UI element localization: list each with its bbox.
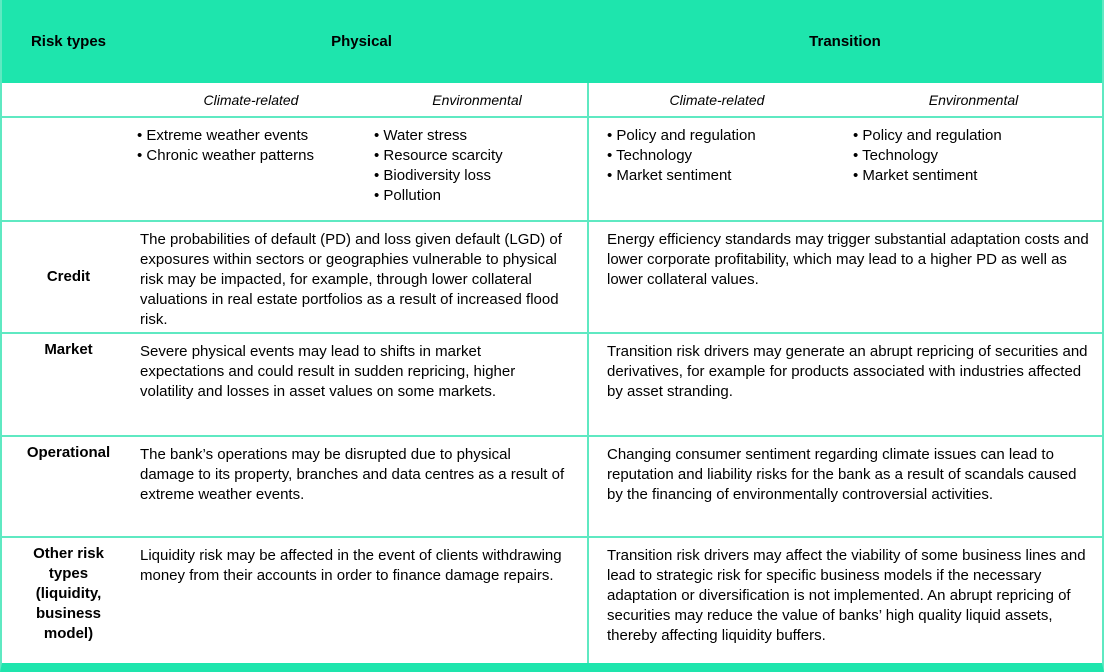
bullet-item: • Pollution <box>374 187 441 205</box>
table-row-credit: Credit The probabilities of default (PD)… <box>2 220 1102 333</box>
cell-operational-transition: Changing consumer sentiment regarding cl… <box>607 446 1077 504</box>
cell-credit-physical: The probabilities of default (PD) and lo… <box>135 220 589 333</box>
bullet-item: • Policy and regulation <box>607 127 756 145</box>
cell-other-transition: Transition risk drivers may affect the v… <box>607 546 1086 644</box>
cell-other-physical: Liquidity risk may be affected in the ev… <box>135 536 589 663</box>
cell-credit-transition: Energy efficiency standards may trigger … <box>607 230 1089 288</box>
row-label-market: Market <box>44 340 93 358</box>
subheader-transition-climate: Climate-related <box>669 91 765 108</box>
cell-operational-physical: The bank’s operations may be disrupted d… <box>135 436 589 537</box>
table-row-operational: Operational The bank’s operations may be… <box>2 436 1102 537</box>
bullet-item: • Water stress <box>374 127 468 145</box>
table-header-row: Risk types Physical Transition <box>2 0 1102 84</box>
drivers-physical-climate: • Extreme weather events • Chronic weathe… <box>135 117 367 220</box>
subheader-spacer <box>2 83 135 117</box>
subheader-physical-environmental: Environmental <box>367 83 589 118</box>
table-row-other-risk-types: Other risk types (liquidity, business mo… <box>2 536 1102 663</box>
drivers-physical-environmental: • Water stress • Resource scarcity • Biodi… <box>367 117 589 221</box>
table-subheader-row: Climate-related Environmental Climate-re… <box>2 83 1102 118</box>
drivers-row: • Extreme weather events • Chronic weathe… <box>2 117 1102 221</box>
bullet-item: • Extreme weather events <box>137 127 309 145</box>
bullet-item: • Technology <box>853 147 939 165</box>
cell-market-physical: Severe physical events may lead to shift… <box>135 332 589 437</box>
table-row-market: Market Severe physical events may lead t… <box>2 332 1102 437</box>
bullet-item: • Resource scarcity <box>374 147 503 165</box>
row-label-operational: Operational <box>26 444 111 462</box>
bullet-item: • Market sentiment <box>607 167 732 185</box>
bullet-item: • Technology <box>607 147 693 165</box>
bullet-item: • Biodiversity loss <box>374 167 491 185</box>
drivers-transition-climate: • Policy and regulation • Technology • Mar… <box>588 117 845 220</box>
subheader-physical-climate: Climate-related <box>203 91 299 108</box>
subheader-transition-environmental: Environmental <box>928 91 1019 108</box>
header-transition: Transition <box>809 33 881 51</box>
header-risk-types: Risk types <box>30 33 107 51</box>
drivers-transition-environmental: • Policy and regulation • Technology • Mar… <box>845 117 1102 220</box>
drivers-spacer <box>2 117 135 220</box>
cell-market-transition: Transition risk drivers may generate an … <box>607 342 1088 400</box>
row-label-other-risk-types: Other risk types (liquidity, business mo… <box>33 544 104 642</box>
row-label-credit: Credit <box>46 267 91 285</box>
bullet-item: • Policy and regulation <box>853 127 1002 145</box>
header-physical: Physical <box>331 33 392 51</box>
bullet-item: • Chronic weather patterns <box>137 147 315 165</box>
bullet-item: • Market sentiment <box>853 167 978 185</box>
